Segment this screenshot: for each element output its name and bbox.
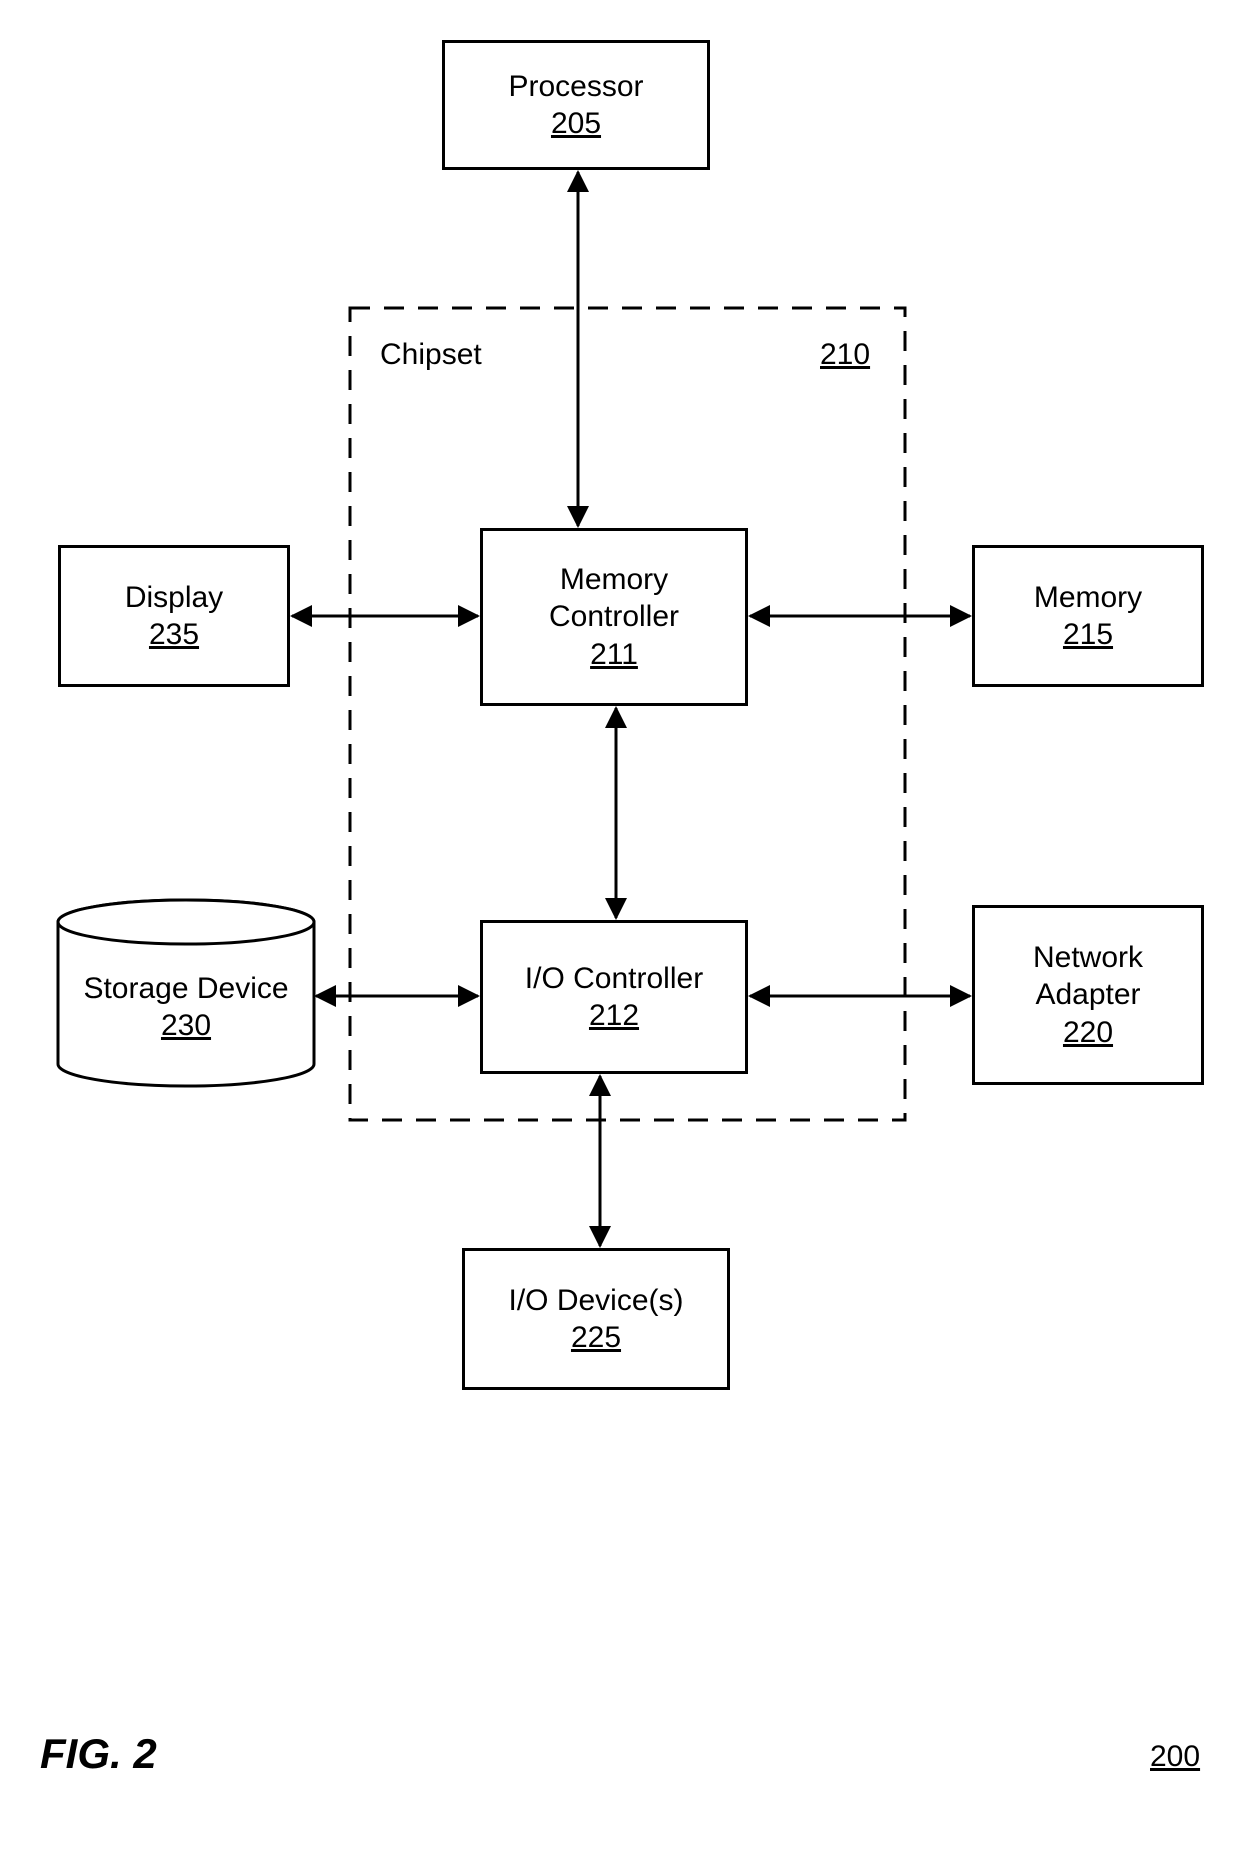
node-io-devices: I/O Device(s) 225	[462, 1248, 730, 1390]
node-ioctrl-num: 212	[589, 997, 639, 1035]
figure-caption: FIG. 2	[40, 1730, 157, 1778]
node-display-num: 235	[149, 616, 199, 654]
node-io-controller: I/O Controller 212	[480, 920, 748, 1074]
node-ioctrl-label: I/O Controller	[525, 960, 703, 998]
node-processor-label: Processor	[508, 68, 643, 106]
node-netadp-num: 220	[1063, 1014, 1113, 1052]
node-processor: Processor 205	[442, 40, 710, 170]
node-memory-num: 215	[1063, 616, 1113, 654]
node-storage-num: 230	[161, 1007, 211, 1045]
node-iodev-num: 225	[571, 1319, 621, 1357]
chipset-num-text: 210	[820, 338, 870, 371]
node-display-label: Display	[125, 579, 223, 617]
figure-number: 200	[1150, 1740, 1200, 1774]
node-memctrl-label: MemoryController	[549, 561, 679, 636]
node-storage-device: Storage Device 230	[58, 900, 314, 1086]
chipset-label-text: Chipset	[380, 338, 482, 371]
node-memctrl-num: 211	[590, 636, 638, 674]
node-processor-num: 205	[551, 105, 601, 143]
chipset-num: 210	[820, 336, 870, 374]
node-memory-label: Memory	[1034, 579, 1142, 617]
node-iodev-label: I/O Device(s)	[508, 1282, 683, 1320]
node-display: Display 235	[58, 545, 290, 687]
node-netadp-label: NetworkAdapter	[1033, 939, 1143, 1014]
chipset-label: Chipset	[380, 336, 482, 374]
node-network-adapter: NetworkAdapter 220	[972, 905, 1204, 1085]
node-memory: Memory 215	[972, 545, 1204, 687]
node-memory-controller: MemoryController 211	[480, 528, 748, 706]
node-storage-label: Storage Device	[83, 970, 288, 1008]
